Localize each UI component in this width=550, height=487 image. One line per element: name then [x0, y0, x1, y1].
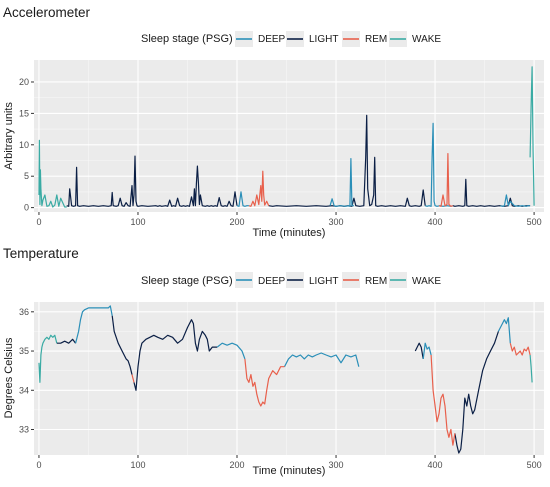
- y-tick-label: 10: [19, 140, 29, 150]
- legend-title: Sleep stage (PSG): [141, 33, 233, 45]
- data-lines: [38, 305, 533, 454]
- data-lines: [38, 66, 535, 208]
- legend-label: DEEP: [258, 34, 286, 45]
- legend-item-deep: DEEP: [235, 31, 286, 47]
- series-rem-line: [430, 354, 456, 446]
- legend-label: WAKE: [412, 34, 441, 45]
- legend-label: DEEP: [258, 276, 286, 287]
- series-deep-line: [236, 191, 249, 207]
- x-axis-ticks: 0 100 200 300 400 500: [36, 455, 542, 470]
- series-rem-line: [248, 170, 270, 207]
- panel-title: Accelerometer: [3, 5, 91, 20]
- series-deep-line: [283, 352, 360, 367]
- legend-item-light: LIGHT: [286, 31, 338, 47]
- legend-label: LIGHT: [309, 276, 338, 287]
- legend-label: REM: [365, 34, 387, 45]
- series-rem-line: [438, 153, 454, 207]
- legend-label: LIGHT: [309, 34, 338, 45]
- legend-label: WAKE: [412, 276, 441, 287]
- x-tick-label: 500: [527, 460, 542, 470]
- plot-background: [34, 60, 544, 212]
- legend-item-light: LIGHT: [286, 272, 338, 288]
- x-tick-label: 200: [229, 460, 244, 470]
- series-wake-line: [529, 66, 535, 206]
- y-tick-label: 20: [19, 77, 29, 87]
- series-wake-line: [529, 354, 533, 383]
- series-wake-line: [38, 139, 67, 208]
- series-wake-line: [38, 334, 58, 383]
- x-tick-label: 300: [329, 460, 344, 470]
- series-light-line: [133, 319, 218, 391]
- series-light-line: [454, 331, 499, 454]
- series-rem-line: [131, 374, 135, 383]
- series-deep-line: [422, 342, 432, 359]
- gridlines: [34, 60, 544, 212]
- x-tick-label: 400: [428, 217, 443, 227]
- panel-title: Temperature: [3, 246, 79, 261]
- x-axis-label: Time (minutes): [253, 465, 326, 477]
- series-deep-line: [497, 317, 511, 344]
- y-tick-label: 33: [19, 425, 29, 435]
- x-tick-label: 500: [527, 217, 542, 227]
- gridlines: [34, 302, 544, 455]
- series-light-line: [268, 114, 426, 207]
- y-tick-label: 0: [24, 203, 29, 213]
- series-light-line: [56, 338, 77, 344]
- x-axis-ticks: 0 100 200 300 400 500: [36, 212, 542, 227]
- series-deep-line: [500, 194, 531, 207]
- x-tick-label: 400: [428, 460, 443, 470]
- legend: Sleep stage (PSG) DEEP LIGHT REM WAKE: [141, 31, 441, 47]
- series-light-line: [414, 342, 424, 360]
- series-deep-line: [216, 342, 246, 360]
- y-tick-label: 15: [19, 108, 29, 118]
- legend-item-wake: WAKE: [389, 31, 441, 47]
- legend-title: Sleep stage (PSG): [141, 275, 233, 287]
- legend-label: REM: [365, 276, 387, 287]
- series-rem-line: [244, 358, 285, 407]
- series-deep-line: [75, 305, 113, 344]
- y-tick-label: 34: [19, 385, 29, 395]
- x-tick-label: 100: [130, 217, 145, 227]
- x-tick-label: 300: [329, 217, 344, 227]
- legend-item-rem: REM: [342, 31, 387, 47]
- x-tick-label: 200: [229, 217, 244, 227]
- series-deep-line: [425, 122, 454, 207]
- x-tick-label: 0: [36, 217, 41, 227]
- x-axis-label: Time (minutes): [253, 227, 326, 239]
- y-axis-label: Arbitrary units: [3, 102, 15, 170]
- y-axis-label: Degrees Celsius: [3, 337, 15, 418]
- y-axis-ticks: 0 5 10 15 20: [19, 77, 34, 213]
- legend-item-wake: WAKE: [389, 272, 441, 288]
- series-light-line: [66, 155, 238, 207]
- accelerometer-panel: Accelerometer Sleep stage (PSG) DEEP LIG…: [3, 5, 544, 239]
- series-rem-line: [509, 343, 531, 356]
- series-light-line: [111, 315, 133, 375]
- x-tick-label: 0: [36, 460, 41, 470]
- y-tick-label: 36: [19, 307, 29, 317]
- legend-item-rem: REM: [342, 272, 387, 288]
- temperature-panel: Temperature Sleep stage (PSG) DEEP LIGHT…: [3, 246, 544, 477]
- series-deep-line: [329, 158, 354, 207]
- y-axis-ticks: 33 34 35 36: [19, 307, 34, 435]
- legend-item-deep: DEEP: [235, 272, 286, 288]
- legend: Sleep stage (PSG) DEEP LIGHT REM WAKE: [141, 272, 441, 288]
- y-tick-label: 35: [19, 346, 29, 356]
- y-tick-label: 5: [24, 171, 29, 181]
- plot-background: [34, 302, 544, 455]
- x-tick-label: 100: [130, 460, 145, 470]
